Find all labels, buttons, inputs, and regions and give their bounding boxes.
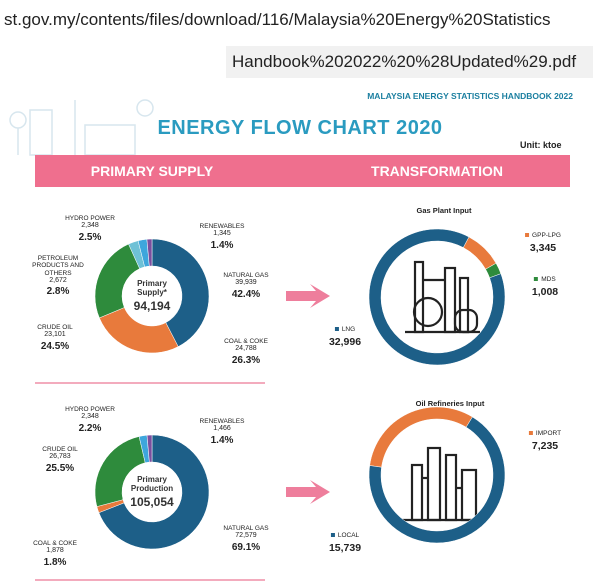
percentage-label: 1.4%	[210, 434, 234, 446]
value-label: 39,939	[235, 279, 257, 287]
value-label: 1,345	[213, 230, 231, 238]
category-label: IMPORT	[535, 430, 562, 437]
section-heading: TRANSFORMATION	[371, 163, 503, 179]
percentage-label: 25.5%	[45, 462, 75, 474]
donut-slice	[98, 434, 210, 550]
donut-center: Primary Supply* 94,194	[128, 279, 176, 313]
donut-slice	[368, 416, 506, 544]
slice-label: RENEWABLES 1,345 1.4%	[200, 223, 245, 251]
center-total: 94,194	[133, 299, 171, 313]
slice-label: NATURAL GAS 72,579 69.1%	[223, 525, 268, 553]
page-title: ENERGY FLOW CHART 2020	[157, 117, 443, 139]
value-label: 26,783	[49, 453, 71, 461]
slice-label: GPP-LPG 3,345	[525, 224, 561, 254]
value-label: 24,788	[235, 345, 257, 353]
value-label: 3,345	[529, 242, 557, 255]
legend-swatch	[528, 431, 533, 435]
value-label: 23,101	[44, 331, 66, 339]
category-label: HYDRO POWER	[65, 215, 115, 222]
percentage-label: 1.8%	[43, 556, 67, 568]
category-label: CRUDE OIL	[42, 446, 78, 453]
slice-label: IMPORT 7,235	[528, 422, 562, 453]
arrow	[286, 284, 330, 308]
publication: MALAYSIA ENERGY STATISTICS HANDBOOK 2022	[367, 91, 573, 101]
refinery-icon	[402, 446, 482, 522]
donut-center: Primary Production 105,054	[128, 475, 176, 509]
category-label: GPP-LPG	[532, 232, 561, 239]
value-label: 1,878	[46, 547, 64, 555]
slice-label: CRUDE OIL 26,783 25.5%	[42, 446, 77, 474]
donut-slice	[368, 228, 506, 366]
chart-title: Oil Refineries Input	[415, 399, 485, 408]
category-label: LNG	[341, 326, 356, 333]
percentage-label: 24.5%	[40, 340, 70, 352]
percentage-label: 2.8%	[46, 286, 70, 298]
unit: Unit: ktoe	[520, 140, 562, 150]
slice-label: NATURAL GAS 39,939 42.4%	[223, 272, 268, 300]
slice-label: MDS 1,008	[532, 268, 558, 298]
value-label: 15,739	[328, 542, 362, 555]
percentage-label: 42.4%	[231, 288, 261, 300]
category-label: RENEWABLES	[199, 223, 245, 230]
category-label: COAL & COKE	[224, 338, 268, 345]
url-box	[226, 46, 593, 78]
banner	[35, 155, 570, 187]
value-label: 72,579	[235, 532, 257, 540]
value-label: 32,996	[328, 336, 362, 349]
value-label: 2,348	[81, 413, 99, 421]
value-label: 2,348	[81, 222, 99, 230]
percentage-label: 2.5%	[78, 231, 102, 243]
donut-slice	[462, 236, 497, 270]
slice-label: CRUDE OIL 23,101 24.5%	[37, 324, 72, 352]
category-label: MDS	[541, 276, 556, 283]
center-label: Primary Supply*	[137, 279, 167, 297]
category-label: LOCAL	[337, 532, 360, 539]
url-text: Handbook%202022%20%28Updated%29.pdf	[232, 52, 577, 71]
center-label: Primary Production	[130, 475, 174, 493]
donut-slice	[146, 238, 153, 267]
slice-label: HYDRO POWER 2,348 2.2%	[65, 406, 115, 434]
value-label: 1,008	[531, 286, 559, 299]
slice-label: LOCAL 15,739	[329, 524, 361, 554]
slice-label: RENEWABLES 1,466 1.4%	[200, 418, 245, 446]
value-label: 7,235	[531, 440, 559, 453]
category-label: NATURAL GAS	[223, 525, 269, 532]
value-label: 2,672	[49, 277, 67, 285]
percentage-label: 1.4%	[210, 239, 234, 251]
legend-swatch	[534, 277, 539, 281]
donut-slice	[146, 434, 153, 463]
slice-label: LNG 32,996	[329, 318, 361, 348]
category-label: PETROLEUM PRODUCTS AND OTHERS	[32, 255, 84, 277]
donut-slice	[99, 307, 179, 354]
percentage-label: 69.1%	[231, 541, 261, 553]
slice-label: PETROLEUM PRODUCTS AND OTHERS 2,672 2.8%	[29, 255, 87, 298]
gas-plant-icon	[405, 260, 480, 334]
category-label: CRUDE OIL	[37, 324, 73, 331]
category-label: HYDRO POWER	[65, 406, 115, 413]
percentage-label: 26.3%	[231, 354, 261, 366]
legend-swatch	[334, 327, 339, 331]
arrow	[286, 480, 330, 504]
category-label: COAL & COKE	[33, 540, 77, 547]
slice-label: HYDRO POWER 2,348 2.5%	[65, 215, 115, 243]
section-heading: PRIMARY SUPPLY	[90, 163, 214, 179]
legend-swatch	[525, 233, 530, 237]
chart-title: Gas Plant Input	[416, 206, 472, 215]
value-label: 1,466	[213, 425, 231, 433]
slice-label: COAL & COKE 24,788 26.3%	[224, 338, 268, 366]
donut-slice	[151, 238, 210, 347]
slice-label: COAL & COKE 1,878 1.8%	[33, 540, 77, 568]
legend-swatch	[330, 533, 335, 537]
url-text: st.gov.my/contents/files/download/116/Ma…	[4, 10, 551, 29]
center-total: 105,054	[130, 495, 174, 509]
category-label: RENEWABLES	[199, 418, 245, 425]
category-label: NATURAL GAS	[223, 272, 269, 279]
percentage-label: 2.2%	[78, 422, 102, 434]
